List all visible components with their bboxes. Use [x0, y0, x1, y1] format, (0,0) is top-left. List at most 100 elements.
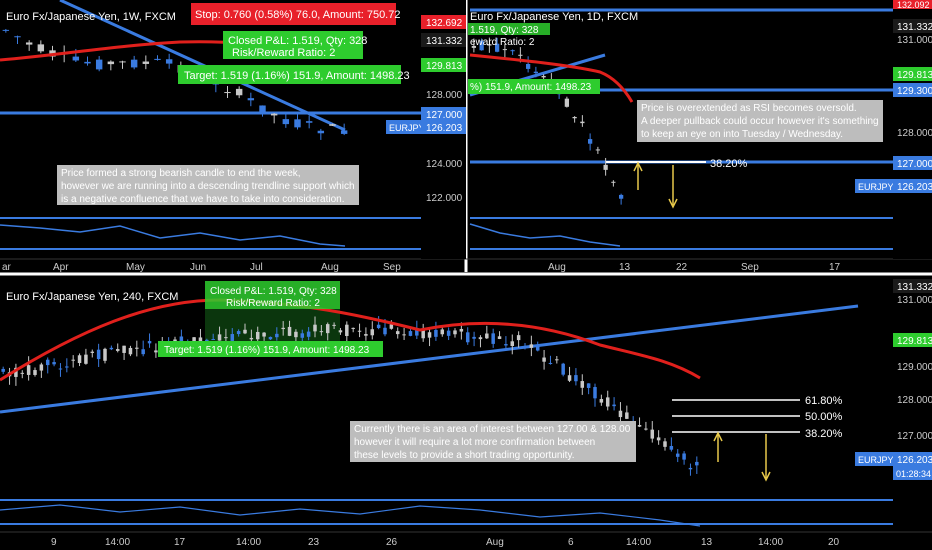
h4-symbol-label: EURJPY: [858, 455, 894, 465]
h4-candle-body: [663, 441, 667, 447]
h4-candle-body: [485, 333, 489, 339]
h4-note-box: [350, 421, 636, 462]
daily-price-tick: 128.000: [897, 128, 932, 139]
daily-price-axis[interactable]: [893, 0, 932, 259]
h4-candle-body: [434, 329, 438, 337]
weekly-candle-body: [259, 105, 266, 114]
h4-candle-body: [504, 344, 508, 346]
daily-target-label: %) 151.9, Amount: 1498.23: [470, 82, 592, 93]
weekly-candle-body: [247, 98, 255, 101]
h4-ascending-trendline: [0, 304, 859, 414]
daily-price-tag-fib: [893, 156, 932, 170]
h4-candle-body: [90, 351, 95, 353]
daily-candle-body: [541, 76, 546, 78]
weekly-candle-body: [84, 61, 91, 64]
h4-candle-body: [52, 362, 56, 365]
h4-candle-body: [605, 397, 610, 407]
weekly-time-tick: ar: [2, 262, 12, 273]
daily-time-tick: 22: [676, 262, 688, 273]
daily-price-tag-last: [893, 179, 932, 193]
daily-candle-body: [518, 54, 523, 56]
h4-fib-label: 50.00%: [805, 411, 843, 423]
h4-candle-body: [459, 328, 464, 332]
h4-candle-body: [555, 359, 559, 361]
weekly-candle-body: [107, 61, 115, 65]
h4-moving-average: [0, 298, 701, 382]
daily-candle-body: [510, 50, 515, 52]
h4-candle-body: [580, 381, 585, 388]
h4-candle-body: [211, 338, 215, 340]
daily-price-tag-entry: [893, 19, 932, 33]
weekly-candle-body: [165, 59, 173, 64]
daily-candle-body: [494, 43, 500, 52]
h4-candle-body: [1, 368, 5, 372]
h4-candle-body: [650, 429, 655, 439]
h4-title: Euro Fx/Japanese Yen, 240, FXCM: [6, 291, 178, 303]
h4-closed-label: Closed P&L: 1.519, Qty: 328: [210, 286, 337, 297]
h4-candle-body: [421, 329, 425, 339]
weekly-price-tick: 131.332: [426, 36, 463, 47]
h4-candle-body: [574, 375, 578, 382]
h4-price-axis[interactable]: [893, 276, 932, 538]
h4-price-tick: 128.000: [897, 395, 932, 406]
h4-candle-body: [332, 324, 336, 326]
weekly-price-tag-stop: [421, 15, 466, 29]
weekly-symbol-tag: [386, 120, 421, 134]
daily-candle-body: [572, 116, 577, 119]
h4-time-axis[interactable]: [0, 532, 932, 550]
weekly-time-tick: Apr: [53, 262, 69, 273]
daily-symbol-label: EURJPY: [858, 182, 894, 192]
h4-candle-body: [472, 336, 476, 339]
h4-price-tag-entry: [893, 279, 932, 293]
h4-candle-body: [268, 336, 273, 340]
h4-candle-body: [294, 331, 298, 338]
h4-candle-body: [147, 341, 152, 344]
daily-price-tick: 129.813: [897, 70, 932, 81]
weekly-candle-body: [294, 119, 301, 128]
h4-candle-body: [669, 446, 674, 450]
daily-ratio-label: eward Ratio: 2: [470, 37, 535, 48]
weekly-price-tag-entry: [421, 33, 466, 47]
h4-candle-body: [656, 437, 661, 441]
h4-candle-body: [682, 453, 686, 460]
h4-candle-body: [249, 337, 254, 340]
h4-candle-body: [637, 425, 642, 427]
h4-candle-body: [262, 332, 266, 337]
h4-candle-body: [300, 333, 305, 338]
h4-candle-body: [612, 404, 616, 407]
daily-rsi-line: [469, 223, 621, 247]
h4-candle-body: [644, 428, 648, 430]
daily-price-tick: 131.000: [897, 35, 932, 46]
daily-candle-body: [580, 121, 585, 124]
h4-candle-body: [542, 357, 546, 362]
weekly-candle-body: [340, 130, 348, 134]
h4-target-box: [158, 341, 383, 357]
weekly-note-line-3: is a negative confluence that we have to…: [61, 194, 345, 205]
daily-price-tag-stop: [893, 0, 932, 9]
h4-candle-body: [516, 335, 521, 341]
h4-candle-body: [128, 347, 133, 355]
daily-candle-body: [487, 44, 492, 46]
h4-candle-body: [96, 349, 101, 360]
daily-candle-body: [595, 149, 601, 151]
h4-candle-body: [103, 348, 107, 361]
daily-note-box: [637, 100, 883, 142]
weekly-candle-body: [130, 59, 138, 68]
daily-up-arrow-head: [633, 161, 643, 172]
h4-countdown: 01:28:34: [896, 469, 931, 479]
h4-time-tick: Aug: [486, 537, 504, 548]
h4-candle-body: [33, 370, 37, 375]
stop-label: Stop: 0.760 (0.58%) 76.0, Amount: 750.72: [195, 9, 400, 21]
h4-candle-body: [345, 324, 349, 336]
h4-candle-body: [370, 329, 375, 336]
weekly-note-line-2: however we are running into a descending…: [61, 181, 355, 192]
h4-candle-body: [20, 372, 25, 374]
weekly-candle-body: [72, 56, 80, 61]
h4-candle-body: [478, 337, 483, 340]
h4-ratio-label: Risk/Reward Ratio: 2: [226, 298, 320, 309]
h4-candle-body: [275, 333, 279, 338]
weekly-time-tick: Jul: [250, 262, 263, 273]
h4-rsi-line: [0, 504, 701, 527]
h4-candle-body: [306, 331, 311, 337]
